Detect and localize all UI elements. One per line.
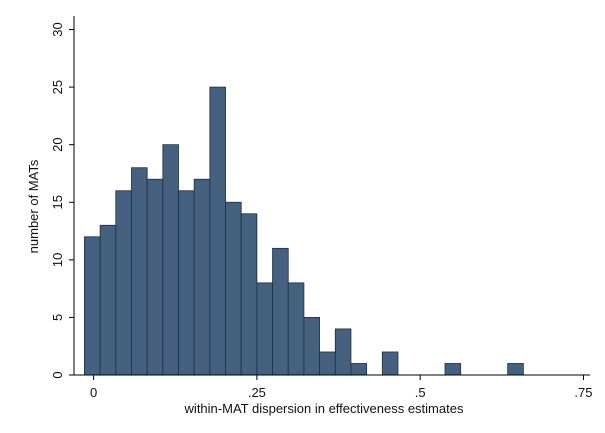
x-axis-label: within-MAT dispersion in effectiveness e… bbox=[184, 401, 464, 416]
x-tick-label: .75 bbox=[574, 385, 592, 400]
histogram-bar bbox=[240, 213, 258, 376]
histogram-bar bbox=[162, 144, 179, 376]
y-tick-label: 20 bbox=[50, 137, 65, 151]
histogram-bar bbox=[99, 224, 117, 376]
histogram-bar bbox=[319, 351, 336, 376]
x-tick-label: .25 bbox=[248, 385, 266, 400]
histogram-bar bbox=[178, 190, 195, 376]
y-tick-label: 5 bbox=[50, 314, 65, 321]
histogram-bar bbox=[507, 363, 524, 376]
histogram-bar bbox=[303, 317, 320, 376]
y-tick-label: 30 bbox=[50, 22, 65, 36]
y-tick-label: 15 bbox=[50, 195, 65, 209]
x-tick-label: 0 bbox=[90, 385, 97, 400]
histogram-bar bbox=[115, 190, 132, 376]
x-tick-label: .5 bbox=[415, 385, 426, 400]
bars-layer bbox=[84, 86, 524, 376]
histogram-bar bbox=[381, 351, 399, 376]
histogram-bar bbox=[287, 282, 305, 376]
histogram-bar bbox=[131, 167, 148, 376]
histogram-bar bbox=[350, 363, 368, 376]
histogram-bar bbox=[444, 363, 462, 376]
histogram-bar bbox=[225, 201, 242, 376]
axes-layer bbox=[73, 16, 590, 376]
histogram-bar bbox=[84, 236, 101, 376]
histogram-bar bbox=[256, 282, 273, 376]
y-tick-label: 0 bbox=[50, 371, 65, 378]
histogram-bar bbox=[209, 86, 226, 376]
y-tick-label: 25 bbox=[50, 80, 65, 94]
y-tick-label: 10 bbox=[50, 253, 65, 267]
histogram-bar bbox=[193, 178, 211, 376]
histogram-bar bbox=[146, 178, 164, 376]
ticks-layer: 0 5 10 15 20 25 30 0 .25 .5 .75 bbox=[50, 22, 593, 400]
histogram-bar bbox=[272, 247, 289, 376]
histogram-bar bbox=[334, 328, 352, 376]
y-axis-label: number of MATs bbox=[26, 159, 41, 253]
